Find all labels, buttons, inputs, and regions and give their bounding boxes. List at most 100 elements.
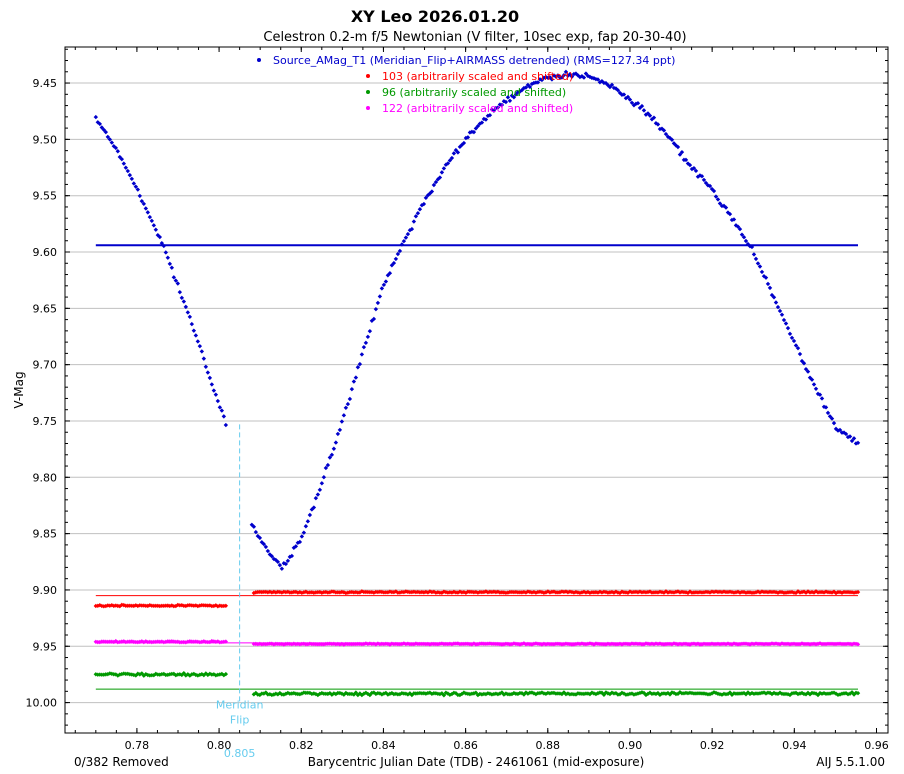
comparison-point [121, 602, 127, 608]
comparison-point [717, 692, 723, 697]
comparison-point [519, 590, 525, 595]
comparison-point [611, 590, 617, 595]
x-axis-label: Barycentric Julian Date (TDB) - 2461061 … [308, 755, 645, 769]
target-point [577, 74, 583, 80]
target-point [257, 535, 263, 541]
comparison-point [719, 589, 725, 595]
comparison-point [675, 589, 681, 594]
comparison-point [211, 672, 217, 677]
target-point [715, 197, 721, 202]
comparison-point [191, 671, 197, 677]
chart-subtitle: Celestron 0.2-m f/5 Newtonian (V filter,… [263, 30, 686, 45]
comparison-point [223, 639, 229, 644]
target-point [483, 117, 489, 122]
comparison-point [725, 641, 731, 646]
comparison-point [405, 641, 411, 646]
comparison-point [445, 590, 451, 595]
y-tick-label: 9.80 [33, 471, 58, 484]
target-point [727, 211, 733, 217]
comparison-point [773, 590, 779, 595]
reference-lines [95, 244, 859, 690]
comparison-point [99, 603, 105, 609]
target-point [213, 392, 219, 397]
version-label: AIJ 5.5.1.00 [816, 755, 885, 769]
target-point [777, 308, 783, 314]
comparison-point [471, 590, 477, 595]
target-point [555, 73, 561, 78]
comparison-point [597, 589, 603, 595]
target-point [823, 405, 829, 410]
comparison-point [499, 690, 505, 695]
target-point [639, 103, 645, 109]
comparison-point [179, 603, 185, 608]
comparison-point [637, 641, 643, 647]
meridian-flip-value: 0.805 [224, 747, 256, 760]
comparison-point [129, 672, 135, 677]
comparison-point [813, 589, 819, 594]
comparison-point [333, 642, 339, 647]
comparison-point [843, 641, 849, 647]
target-point [475, 123, 481, 129]
comparison-point [443, 589, 449, 595]
comparison-point [265, 641, 271, 647]
comparison-point [385, 641, 391, 647]
target-point [205, 370, 211, 375]
target-point [495, 105, 501, 110]
target-point [509, 93, 515, 98]
comparison-point [171, 671, 177, 677]
target-point [787, 331, 793, 337]
comparison-point [217, 603, 223, 608]
comparison-point [173, 603, 179, 609]
comparison-point [153, 639, 159, 645]
target-point [613, 86, 619, 91]
comparison-point [143, 639, 149, 644]
target-point [647, 113, 653, 118]
target-point [583, 71, 589, 76]
target-point [113, 145, 119, 151]
comparison-point [181, 670, 187, 676]
comparison-point [471, 691, 477, 696]
comparison-point [425, 641, 431, 647]
comparison-point [139, 639, 145, 644]
target-point [503, 99, 509, 105]
comparison-point [665, 590, 671, 595]
comparison-point [743, 692, 749, 697]
comparison-point [701, 590, 707, 595]
target-point [421, 201, 427, 207]
comparison-point [529, 690, 535, 695]
target-point [437, 175, 443, 180]
comparison-point [855, 690, 861, 696]
comparison-point [139, 671, 145, 676]
comparison-point [295, 641, 301, 647]
target-point [665, 134, 671, 139]
target-point [299, 534, 305, 539]
target-point [203, 364, 209, 369]
target-point [127, 172, 133, 178]
comparison-point [219, 639, 225, 645]
comparison-point [319, 690, 325, 696]
comparison-point [121, 671, 127, 676]
target-point [403, 235, 409, 240]
comparison-point [603, 690, 609, 695]
comparison-point [293, 641, 299, 647]
target-point [723, 205, 729, 210]
comparison-point [269, 641, 275, 646]
comparison-point [481, 691, 487, 697]
comparison-point [805, 641, 811, 647]
comparison-point [487, 641, 493, 646]
comparison-point [727, 641, 733, 647]
comparison-point [307, 641, 313, 646]
comparison-point [119, 639, 125, 644]
comparison-point [119, 671, 125, 677]
comparison-point [543, 590, 549, 595]
comparison-point [807, 692, 813, 697]
target-point [783, 321, 789, 326]
comparison-point [213, 639, 219, 645]
target-point [779, 312, 785, 317]
comparison-point [773, 641, 779, 646]
target-point [139, 198, 145, 204]
target-point [441, 166, 447, 171]
comparison-point [607, 590, 613, 595]
comparison-point [643, 590, 649, 595]
target-point [523, 85, 529, 90]
